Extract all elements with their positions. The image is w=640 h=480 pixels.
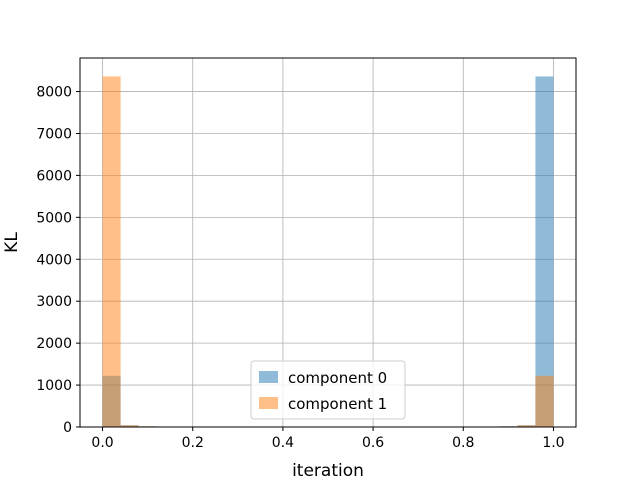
y-tick-label: 1000: [36, 378, 72, 394]
legend-label: component 1: [288, 395, 387, 413]
x-tick-label: 0.2: [182, 435, 204, 451]
axes-frame: [79, 57, 577, 428]
y-tick-label: 2000: [36, 336, 72, 352]
y-tick-label: 6000: [36, 168, 72, 184]
histogram-bar: [120, 425, 139, 427]
x-tick-label: 0.0: [91, 435, 113, 451]
legend-label: component 0: [288, 369, 387, 387]
series-1: [102, 76, 554, 427]
x-tick-label: 0.8: [452, 435, 474, 451]
histogram-bar: [535, 375, 554, 427]
x-tick-label: 0.6: [362, 435, 384, 451]
y-tick-label: 5000: [36, 210, 72, 226]
legend: component 0 component 1: [250, 360, 406, 420]
y-axis: 0 1000 2000 3000 4000 5000 6000 7000 8000: [36, 85, 80, 436]
legend-swatch: [259, 397, 278, 409]
y-tick-label: 7000: [36, 126, 72, 142]
histogram-bar: [535, 76, 554, 427]
y-axis-label: KL: [2, 232, 22, 253]
legend-box: [250, 360, 406, 420]
x-axis-label: iteration: [292, 461, 364, 480]
y-tick-label: 8000: [36, 85, 72, 101]
histogram-bar: [517, 425, 536, 427]
histogram-bar: [102, 76, 121, 427]
x-tick-label: 1.0: [542, 435, 564, 451]
bars: [102, 76, 554, 427]
legend-swatch: [259, 371, 278, 383]
x-axis: 0.0 0.2 0.4 0.6 0.8 1.0: [91, 427, 565, 451]
y-tick-label: 0: [63, 420, 72, 436]
x-tick-label: 0.4: [272, 435, 294, 451]
y-tick-label: 3000: [36, 294, 72, 310]
y-tick-label: 4000: [36, 252, 72, 268]
